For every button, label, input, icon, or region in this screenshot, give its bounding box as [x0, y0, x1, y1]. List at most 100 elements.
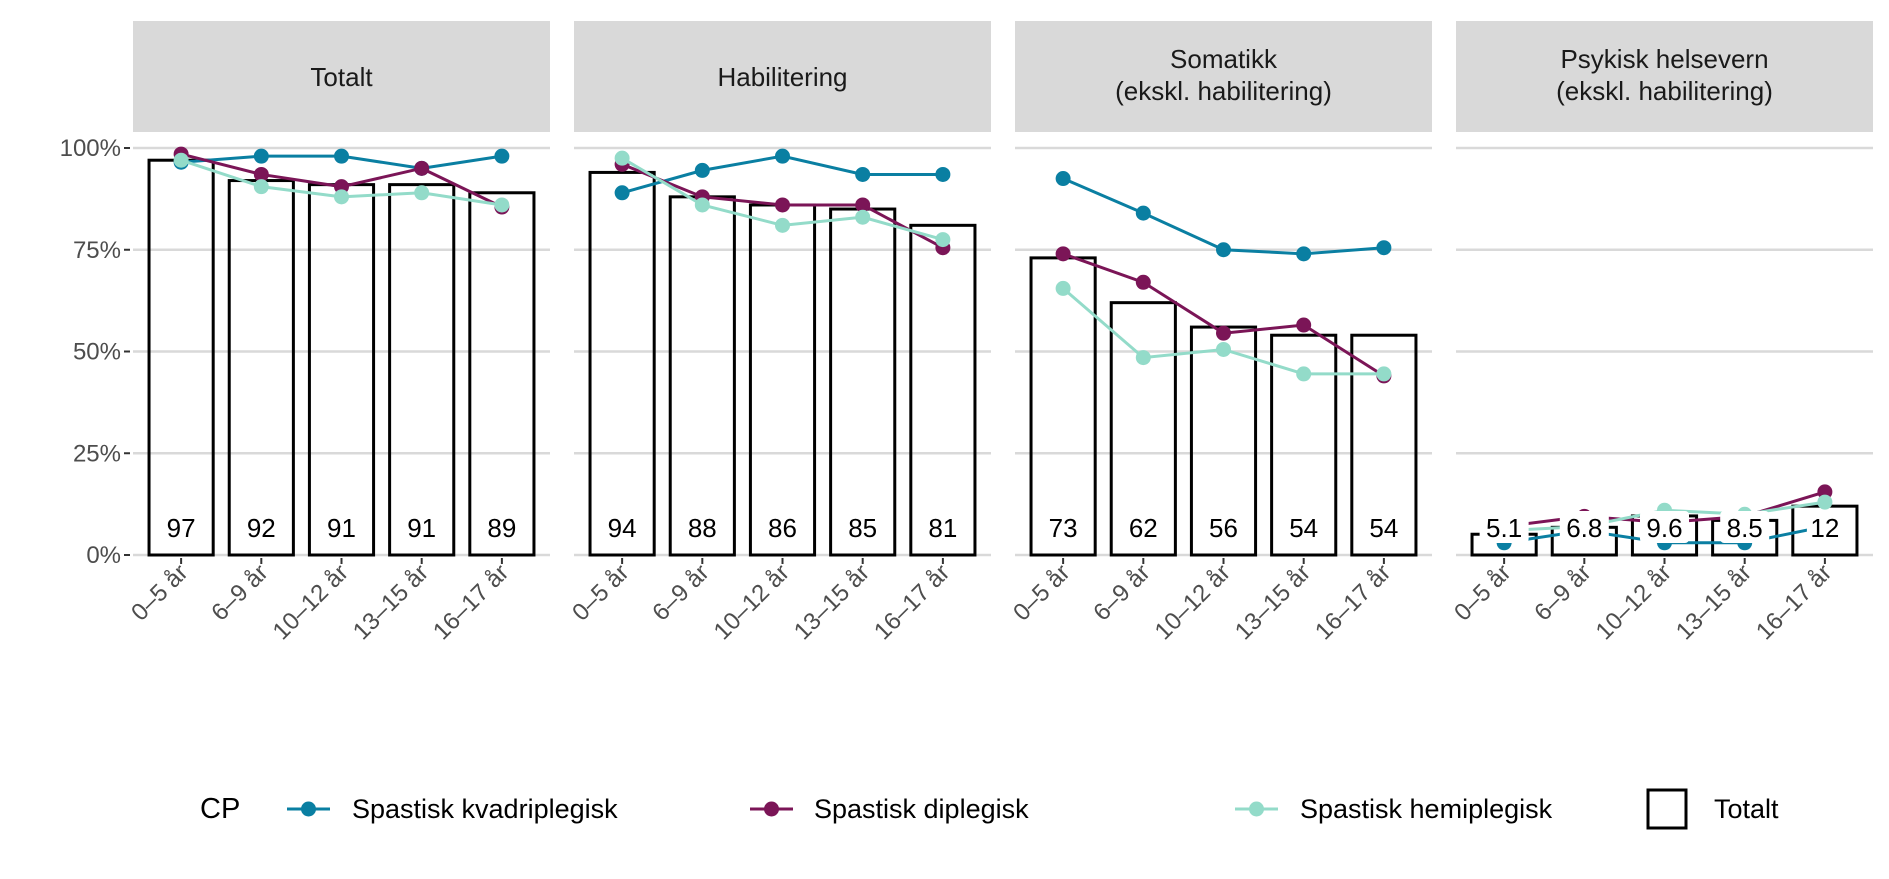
- x-tick-label: 6–9 år: [1088, 559, 1155, 626]
- series-point-0: [494, 148, 510, 164]
- series-point-0: [1135, 205, 1151, 221]
- bar-label-bg: [483, 511, 520, 543]
- bar-label: 54: [1369, 513, 1398, 543]
- x-tick-label: 0–5 år: [567, 559, 634, 626]
- series-point-2: [694, 197, 710, 213]
- x-tick-label: 0–5 år: [1008, 559, 1075, 626]
- x-tick-label: 13–15 år: [348, 559, 434, 645]
- bar-label-bg: [1559, 511, 1609, 543]
- x-tick-label: 6–9 år: [1529, 559, 1596, 626]
- bar-label-bg: [1205, 511, 1242, 543]
- bar-label: 6.8: [1566, 513, 1602, 543]
- bar-label-bg: [1365, 511, 1402, 543]
- bar-label: 85: [848, 513, 877, 543]
- bar-totalt: [1270, 333, 1338, 557]
- bar-label: 12: [1810, 513, 1839, 543]
- x-tick-label: 16–17 år: [1751, 559, 1837, 645]
- series-point-0: [334, 148, 349, 164]
- panel-title: Somatikk (ekskl. habilitering): [1115, 44, 1332, 106]
- bar-label: 54: [1289, 513, 1318, 543]
- x-tick-label: 16–17 år: [428, 559, 514, 645]
- bar-totalt: [748, 203, 817, 557]
- panel-strip: [574, 21, 991, 132]
- series-point-1: [414, 160, 430, 176]
- series-point-1: [1055, 246, 1071, 262]
- series-point-1: [1135, 274, 1151, 290]
- x-tick-label: 10–12 år: [268, 559, 354, 645]
- bar-label: 91: [327, 513, 356, 543]
- series-point-1: [1296, 317, 1312, 333]
- legend-key-bar: [1646, 788, 1688, 830]
- series-point-1: [253, 166, 269, 182]
- series-point-2: [1055, 280, 1071, 296]
- series-point-2: [1817, 494, 1833, 510]
- series-point-2: [334, 189, 349, 205]
- bar-label-bg: [1640, 511, 1689, 543]
- x-tick-label: 6–9 år: [206, 559, 273, 626]
- series-point-0: [1055, 171, 1071, 187]
- bar-totalt: [307, 183, 376, 557]
- x-tick-label: 10–12 år: [1150, 559, 1236, 645]
- panel-4: Psykisk helsevern (ekskl. habilitering) 5.…: [1449, 21, 1873, 645]
- series-point-1: [855, 197, 871, 213]
- bar-totalt: [829, 207, 897, 557]
- panel-3: Somatikk (ekskl. habilitering) 73 62 56 54 54 0…: [1008, 21, 1432, 645]
- bar-label: 62: [1129, 513, 1158, 543]
- y-tick-label: 50%: [73, 339, 121, 366]
- legend-key-point: [301, 801, 316, 817]
- series-point-2: [1216, 341, 1231, 357]
- bar-label: 9.6: [1646, 513, 1682, 543]
- bar-label-bg: [684, 511, 721, 543]
- series-point-0: [1216, 242, 1231, 258]
- bar-label: 88: [688, 513, 717, 543]
- series-point-2: [1376, 366, 1392, 382]
- bar-label: 91: [407, 513, 436, 543]
- bar-totalt: [1350, 333, 1418, 557]
- bar-totalt: [1029, 256, 1097, 557]
- series-point-2: [855, 209, 871, 225]
- series-point-0: [694, 162, 710, 178]
- bar-label-bg: [1125, 511, 1162, 543]
- legend-label: Spastisk diplegisk: [814, 794, 1029, 824]
- panel-2: Habilitering 94 88 86 85 81 0–5 år 6–9 år10–12 …: [567, 21, 991, 645]
- bar-totalt: [227, 179, 295, 557]
- series-point-2: [775, 217, 790, 233]
- x-tick-label: 16–17 år: [869, 559, 955, 645]
- x-tick-label: 16–17 år: [1310, 559, 1396, 645]
- x-tick-label: 13–15 år: [1230, 559, 1316, 645]
- bar-totalt: [909, 223, 977, 557]
- bar-totalt: [147, 158, 215, 557]
- series-point-2: [173, 152, 189, 168]
- series-point-2: [494, 197, 510, 213]
- panel-title: Habilitering: [717, 62, 847, 92]
- series-point-0: [855, 166, 871, 182]
- bar-label-bg: [243, 511, 280, 543]
- x-tick-label: 6–9 år: [647, 559, 714, 626]
- bar-label-bg: [844, 511, 881, 543]
- bar-label-bg: [403, 511, 440, 543]
- legend-key-point: [1249, 801, 1264, 817]
- series-point-2: [935, 232, 951, 248]
- series-point-0: [253, 148, 269, 164]
- bar-label: 81: [928, 513, 957, 543]
- x-tick-label: 0–5 år: [1449, 559, 1516, 626]
- legend-label: Spastisk kvadriplegisk: [352, 794, 618, 824]
- legend-label: Totalt: [1714, 794, 1779, 824]
- bar-label-bg: [604, 511, 641, 543]
- bar-label-bg: [323, 511, 360, 543]
- bar-label-bg: [1285, 511, 1322, 543]
- series-point-2: [614, 150, 630, 166]
- bar-label: 94: [608, 513, 637, 543]
- bar-label: 89: [487, 513, 516, 543]
- bar-totalt: [468, 191, 536, 557]
- series-point-1: [775, 197, 790, 213]
- panel-title: Psykisk helsevern (ekskl. habilitering): [1556, 44, 1773, 106]
- x-tick-label: 0–5 år: [126, 559, 193, 626]
- legend-key-point: [764, 801, 779, 817]
- x-tick-label: 10–12 år: [1591, 559, 1677, 645]
- series-point-2: [414, 185, 430, 201]
- panel-strip: [133, 21, 550, 132]
- legend-title: CP: [200, 793, 240, 825]
- legend: CP Spastisk kvadriplegisk Spastisk diplegi…: [200, 788, 1779, 830]
- bar-label-bg: [1045, 511, 1082, 543]
